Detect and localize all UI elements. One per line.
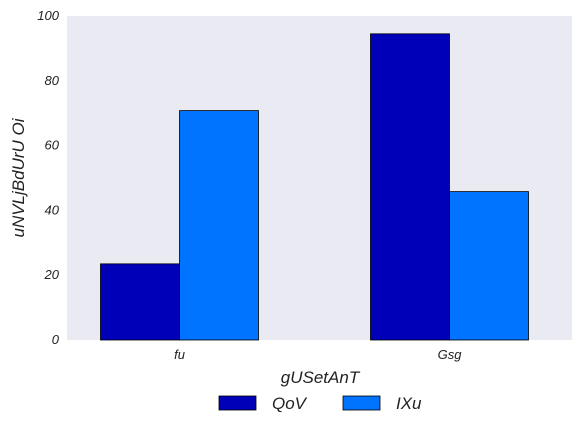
y-tick-label: 20	[44, 267, 60, 282]
bar-QoV-fu	[100, 263, 180, 341]
legend-label-QoV: QoV	[272, 394, 308, 413]
y-tick-label: 100	[37, 8, 59, 23]
x-axis-ticks: fu Gsg	[174, 347, 462, 362]
legend-swatch-QoV	[218, 395, 257, 411]
legend: QoV IXu	[218, 394, 422, 413]
x-tick-label: fu	[174, 347, 185, 362]
bar-IXu-Gsg	[449, 191, 529, 341]
y-axis-label: uNVLjBdUrU Oi	[9, 117, 28, 237]
y-tick-label: 60	[45, 138, 60, 153]
x-tick-label: Gsg	[438, 347, 463, 362]
bar-QoV-Gsg	[370, 33, 450, 341]
bar-IXu-fu	[179, 110, 259, 341]
y-tick-label: 0	[52, 332, 60, 347]
y-tick-label: 80	[45, 73, 60, 88]
legend-label-IXu: IXu	[396, 394, 422, 413]
y-tick-label: 40	[45, 202, 60, 217]
legend-swatch-IXu	[342, 395, 381, 411]
bars-group	[100, 33, 529, 341]
x-axis-label: gUSetAnT	[281, 368, 361, 387]
y-axis-ticks: 0 20 40 60 80 100	[37, 8, 59, 347]
